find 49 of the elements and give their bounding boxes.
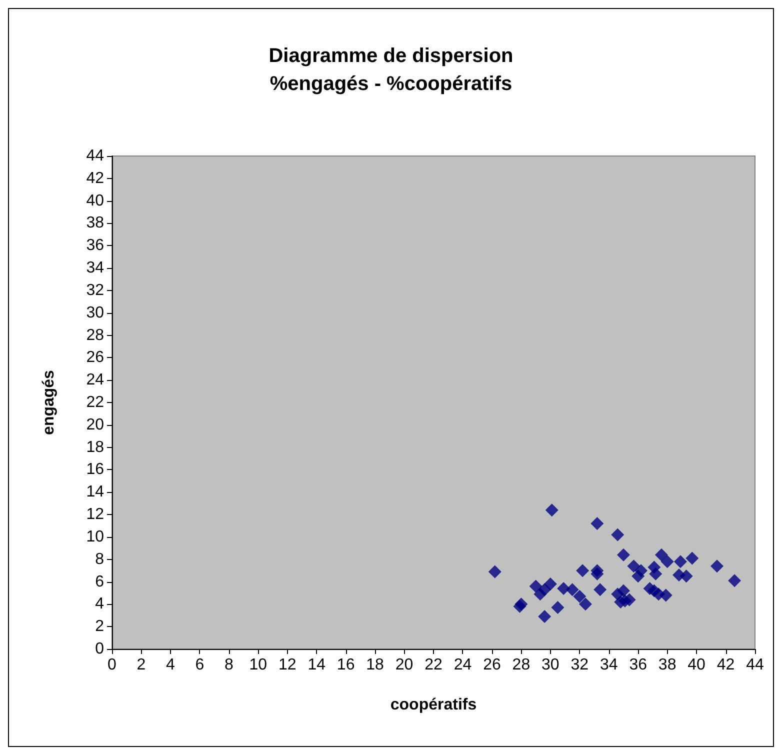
x-tick-label: 16 [336,656,355,674]
y-tick-label: 8 [95,550,104,568]
y-tick-label: 32 [86,282,104,299]
x-tick-label: 28 [512,656,530,674]
x-tick-label: 36 [629,656,648,674]
y-tick-label: 34 [86,260,104,277]
x-tick-label: 38 [658,656,676,674]
y-tick-label: 20 [86,416,104,434]
y-tick-label: 26 [86,349,104,366]
x-tick-label: 18 [366,656,384,674]
x-tick-label: 40 [688,656,706,674]
x-axis-title: coopératifs [390,696,477,714]
x-tick-label: 2 [136,656,146,674]
x-tick-label: 44 [746,656,764,674]
x-tick-label: 0 [108,656,117,674]
x-tick-label: 4 [166,656,175,674]
y-tick-label: 4 [95,596,104,613]
x-tick-label: 20 [395,656,414,674]
y-tick-label: 38 [86,214,104,232]
y-axis-title: engagés [40,370,58,435]
y-tick-label: 28 [86,326,104,344]
y-tick-label: 2 [95,618,104,636]
x-tick-label: 42 [716,656,735,674]
x-tick-label: 26 [483,656,501,674]
x-tick-label: 10 [249,656,268,674]
x-tick-label: 12 [278,656,296,674]
y-tick-label: 6 [95,573,104,590]
x-tick-label: 30 [542,656,560,674]
y-tick-label: 44 [86,148,104,164]
x-tick-label: 8 [224,656,234,674]
x-tick-label: 6 [195,656,204,674]
y-tick-label: 42 [86,170,104,187]
y-tick-label: 36 [86,237,104,254]
y-tick-label: 24 [86,372,104,389]
x-tick-label: 14 [308,656,326,674]
y-tick-label: 30 [86,304,104,322]
y-tick-label: 18 [86,438,104,456]
x-tick-label: 22 [424,656,442,674]
y-tick-label: 12 [86,506,104,524]
x-tick-label: 24 [454,656,472,674]
y-tick-label: 14 [86,484,104,501]
chart-title: Diagramme de dispersion %engagés - %coopératifs [268,45,514,95]
y-tick-label: 10 [86,528,104,546]
x-tick-label: 32 [570,656,589,674]
x-tick-label: 34 [600,656,618,674]
y-tick-label: 22 [86,394,104,411]
y-tick-label: 0 [95,640,104,658]
y-tick-label: 40 [86,192,104,210]
y-tick-label: 16 [86,461,104,478]
